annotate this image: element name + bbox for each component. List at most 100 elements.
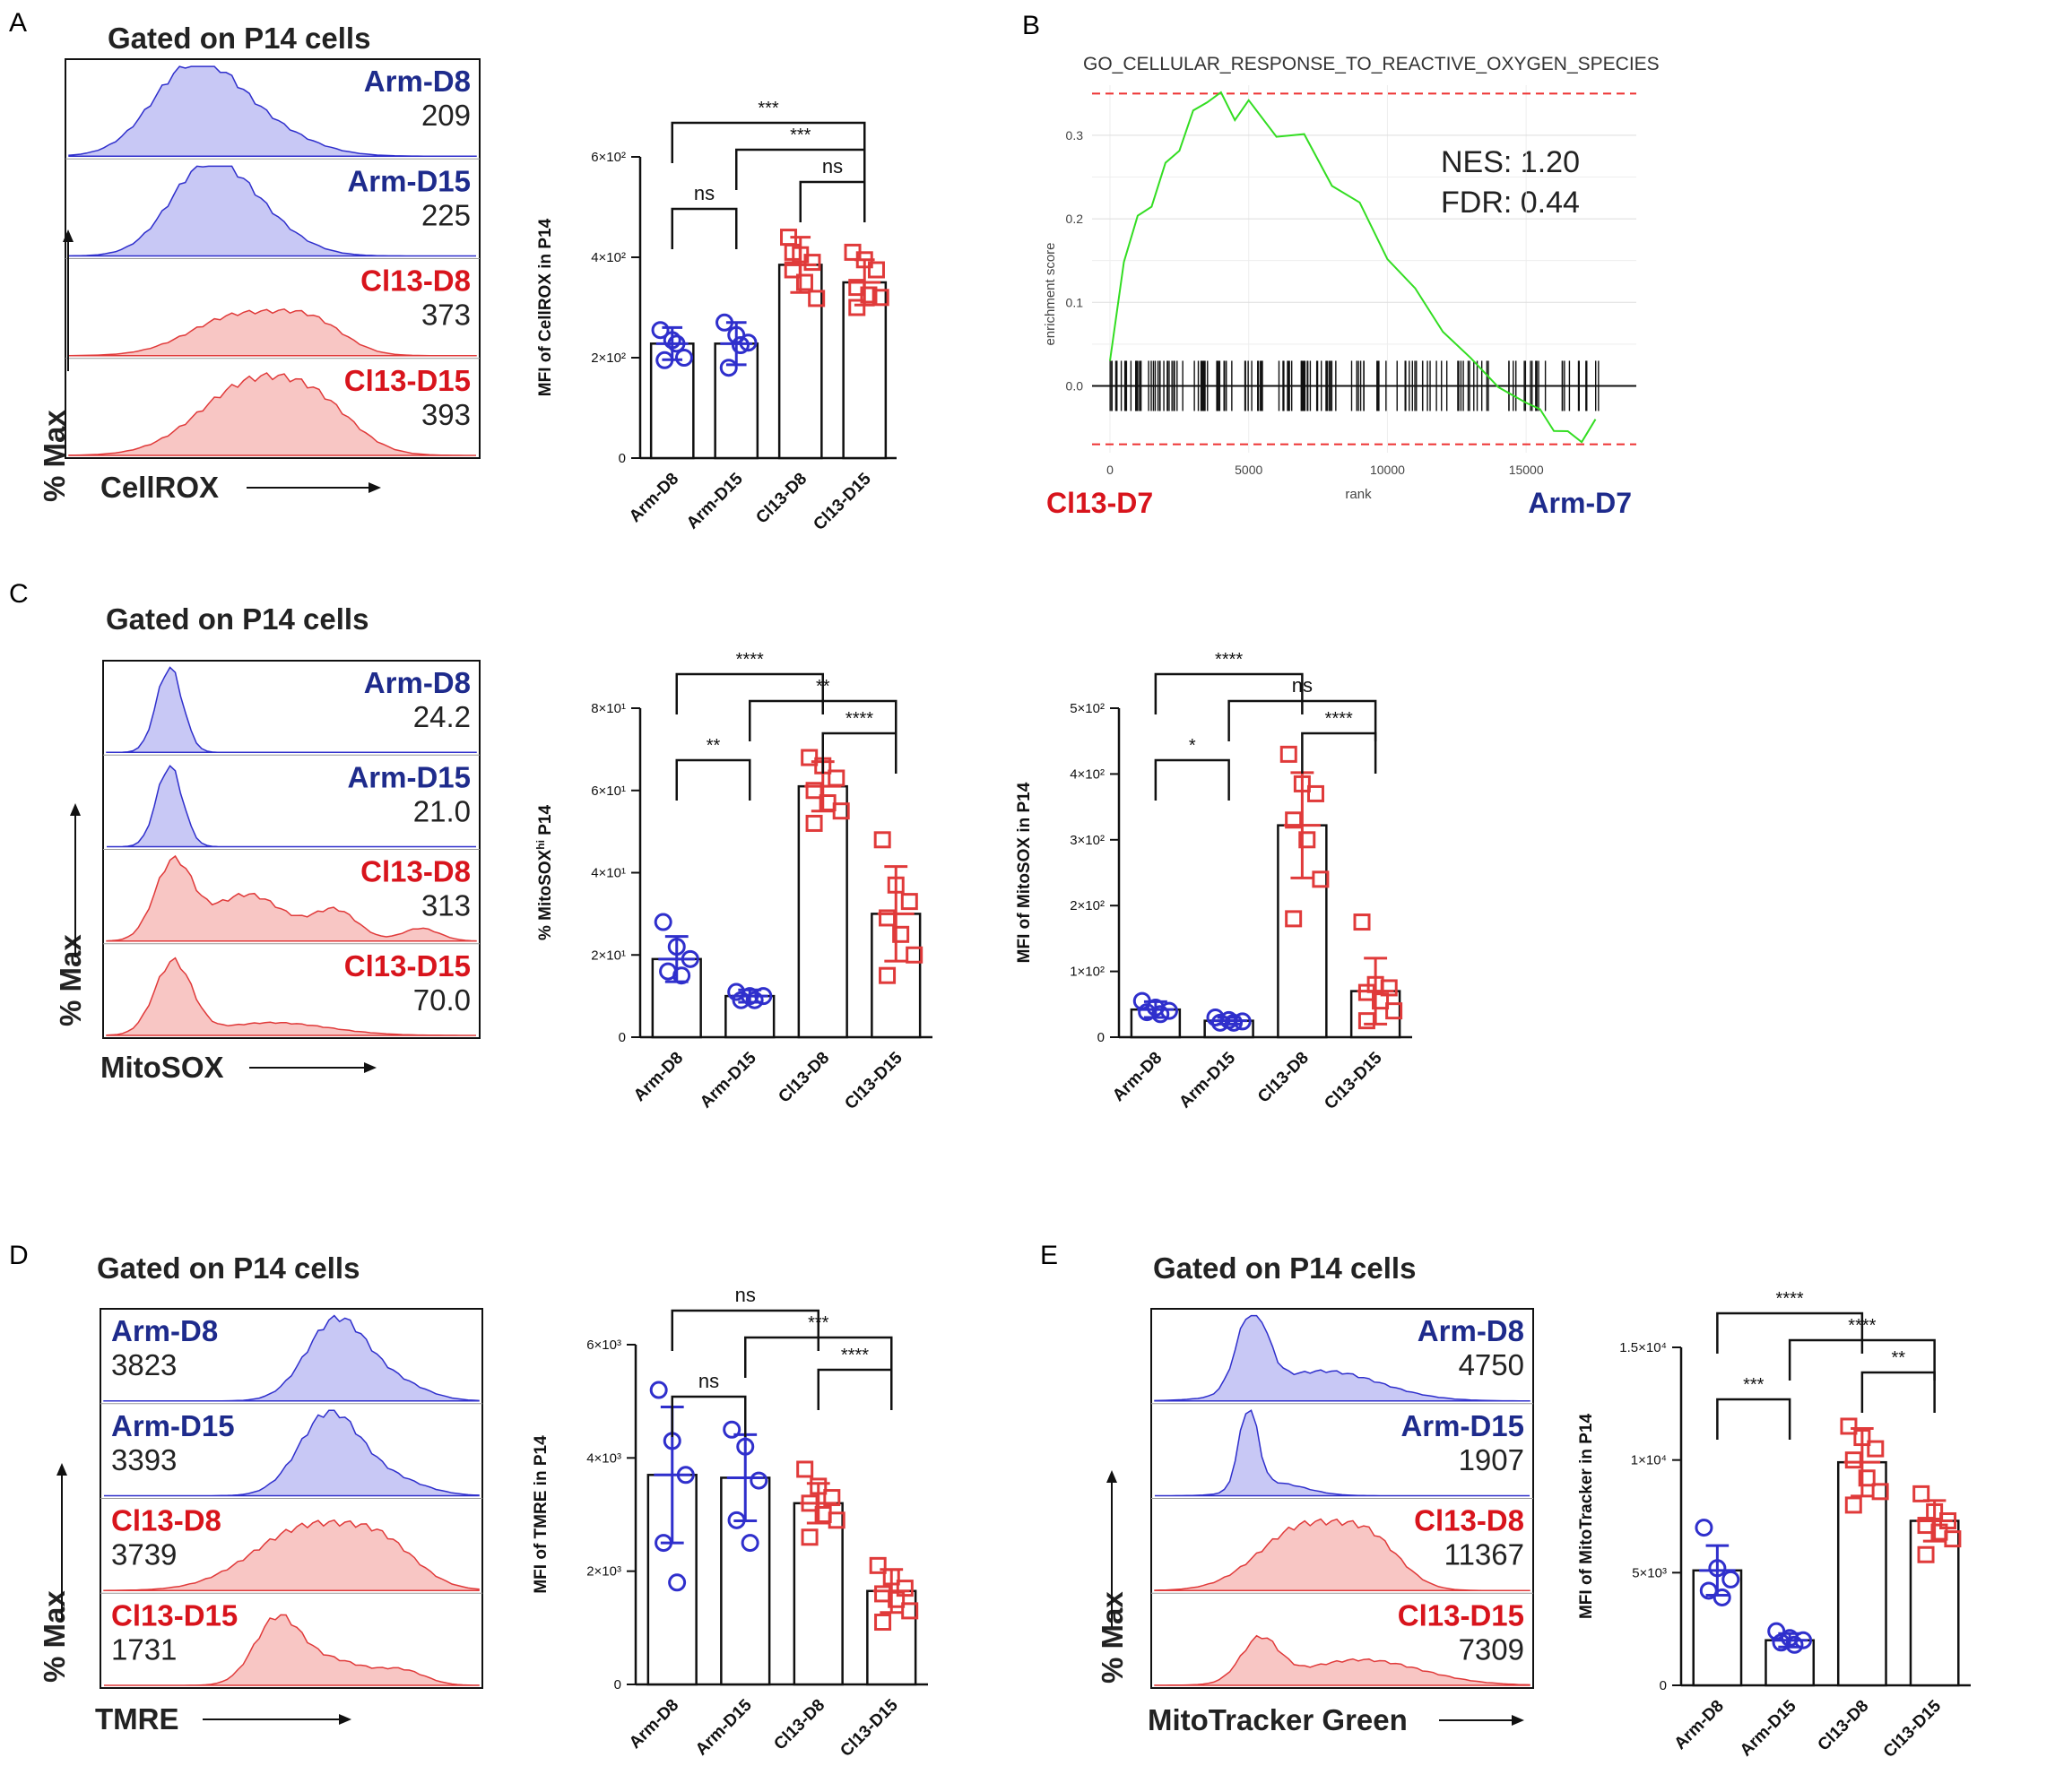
superscript: hi xyxy=(534,840,547,850)
data-point xyxy=(1225,1013,1244,1032)
data-point xyxy=(803,254,821,272)
data-point xyxy=(869,1556,887,1574)
data-point xyxy=(1708,1559,1727,1578)
x-tick-label: Cl13-D8 xyxy=(1815,1697,1873,1755)
data-point xyxy=(1712,1588,1731,1606)
histogram-group-label: Arm-D15 xyxy=(347,760,471,793)
histogram-curve xyxy=(1155,1409,1530,1497)
data-point xyxy=(1721,1570,1740,1589)
significance-bracket xyxy=(1860,1371,1936,1413)
data-point xyxy=(668,1573,687,1592)
x-tick-label: Cl13-D15 xyxy=(1321,1048,1386,1113)
significance-label: * xyxy=(1189,736,1196,756)
x-axis-arrowhead xyxy=(369,482,381,493)
data-point xyxy=(1917,1545,1935,1563)
histogram-xlabel: CellROX xyxy=(100,471,219,504)
significance-bracket xyxy=(1154,758,1230,801)
data-point xyxy=(1372,992,1390,1010)
gsea-nes: NES: 1.20 xyxy=(1441,145,1580,179)
significance-bracket xyxy=(671,1395,747,1437)
x-tick-label: Cl13-D15 xyxy=(837,1695,902,1761)
significance-bracket xyxy=(1716,1312,1864,1354)
gsea-x-tick: 10000 xyxy=(1370,463,1405,477)
data-point xyxy=(736,1437,755,1456)
y-tick-label: 0 xyxy=(619,1030,626,1045)
significance-label: **** xyxy=(841,1346,869,1365)
histogram-ylabel: % Max xyxy=(38,410,71,502)
data-point xyxy=(896,1580,914,1597)
histogram-group-label: Arm-D8 xyxy=(111,1314,218,1347)
data-point xyxy=(1306,784,1324,802)
histogram-group-label: Cl13-D15 xyxy=(344,949,471,983)
bar-chart-tmre: 0 2×10³ 4×10³ 6×10³ MFI of TMRE in P14 Arm-D8… xyxy=(532,1284,928,1761)
x-tick-label: Arm-D15 xyxy=(683,469,747,532)
significance-bracket xyxy=(1716,1398,1791,1440)
bar-chart-mitosox-mfi: 0 1×10² 2×10² 3×10² 4×10² 5×10² MFI of MitoSOX… xyxy=(1015,650,1412,1113)
data-point xyxy=(655,351,674,369)
data-point xyxy=(1926,1502,1944,1520)
data-point xyxy=(732,991,750,1009)
gsea-xlabel: rank xyxy=(1345,487,1372,502)
y-tick-label: 4×10² xyxy=(1070,766,1105,782)
data-point xyxy=(750,1471,768,1490)
histogram-group-label: Cl13-D8 xyxy=(360,264,471,298)
panel-letter-e: E xyxy=(1040,1241,1058,1270)
histogram-value: 24.2 xyxy=(413,700,471,733)
histogram-curve xyxy=(1154,1634,1530,1686)
data-point xyxy=(1279,745,1297,763)
gsea-fdr: FDR: 0.44 xyxy=(1441,186,1580,220)
histogram-curve xyxy=(68,165,476,257)
x-tick-label: Arm-D15 xyxy=(1175,1048,1239,1112)
data-point xyxy=(1772,1633,1791,1652)
significance-bracket xyxy=(1154,672,1304,714)
y-tick-label: 3×10² xyxy=(1070,833,1105,848)
x-tick-label: Arm-D15 xyxy=(692,1695,756,1759)
data-point xyxy=(681,949,699,968)
data-point xyxy=(1298,831,1316,849)
histogram-xlabel: MitoSOX xyxy=(100,1051,224,1084)
significance-label: *** xyxy=(1743,1375,1765,1395)
gate-title: Gated on P14 cells xyxy=(106,602,369,636)
data-point xyxy=(796,1460,814,1478)
data-point xyxy=(801,1528,819,1546)
y-axis-label: MFI of MitoSOX in P14 xyxy=(1015,782,1034,963)
data-point xyxy=(810,1477,828,1495)
histogram-curve xyxy=(1154,1314,1530,1402)
y-axis-label: MFI of MitoTracker in P14 xyxy=(1577,1414,1596,1620)
gsea-x-tick: 0 xyxy=(1106,463,1114,477)
significance-label: **** xyxy=(845,709,873,729)
data-point xyxy=(715,313,734,332)
significance-label: **** xyxy=(736,650,764,670)
bar-Cl13-D8 xyxy=(777,264,823,460)
y-tick-label: 2×10² xyxy=(1070,898,1105,913)
significance-bracket xyxy=(675,758,751,801)
histogram-group-label: Cl13-D15 xyxy=(111,1598,238,1632)
histogram-value: 3739 xyxy=(111,1538,177,1571)
data-point xyxy=(887,876,905,894)
data-point xyxy=(1840,1417,1858,1435)
histogram-value: 209 xyxy=(421,99,471,132)
y-axis-arrowhead xyxy=(70,803,81,816)
x-tick-label: Arm-D8 xyxy=(630,1049,687,1105)
data-point xyxy=(879,909,897,927)
gsea-right-label: Arm-D7 xyxy=(1528,487,1632,519)
significance-bracket xyxy=(1227,699,1377,741)
x-tick-label: Arm-D8 xyxy=(626,1696,682,1753)
histogram-value: 4750 xyxy=(1459,1348,1524,1381)
data-point xyxy=(906,946,923,964)
y-axis-arrowhead xyxy=(1106,1470,1117,1483)
histogram-value: 313 xyxy=(421,889,471,922)
histogram-curve xyxy=(107,765,476,848)
histogram-group-label: Cl13-D15 xyxy=(1398,1598,1524,1632)
histogram-ylabel: % Max xyxy=(38,1590,71,1683)
y-tick-label: 0 xyxy=(614,1677,621,1692)
data-point xyxy=(1151,1005,1170,1024)
panel-letter-b: B xyxy=(1022,11,1040,40)
y-tick-label: 1.5×10⁴ xyxy=(1619,1340,1667,1355)
y-tick-label: 4×10² xyxy=(591,250,626,265)
data-point xyxy=(882,1568,900,1586)
data-point xyxy=(1357,983,1375,1001)
data-point xyxy=(754,987,773,1006)
